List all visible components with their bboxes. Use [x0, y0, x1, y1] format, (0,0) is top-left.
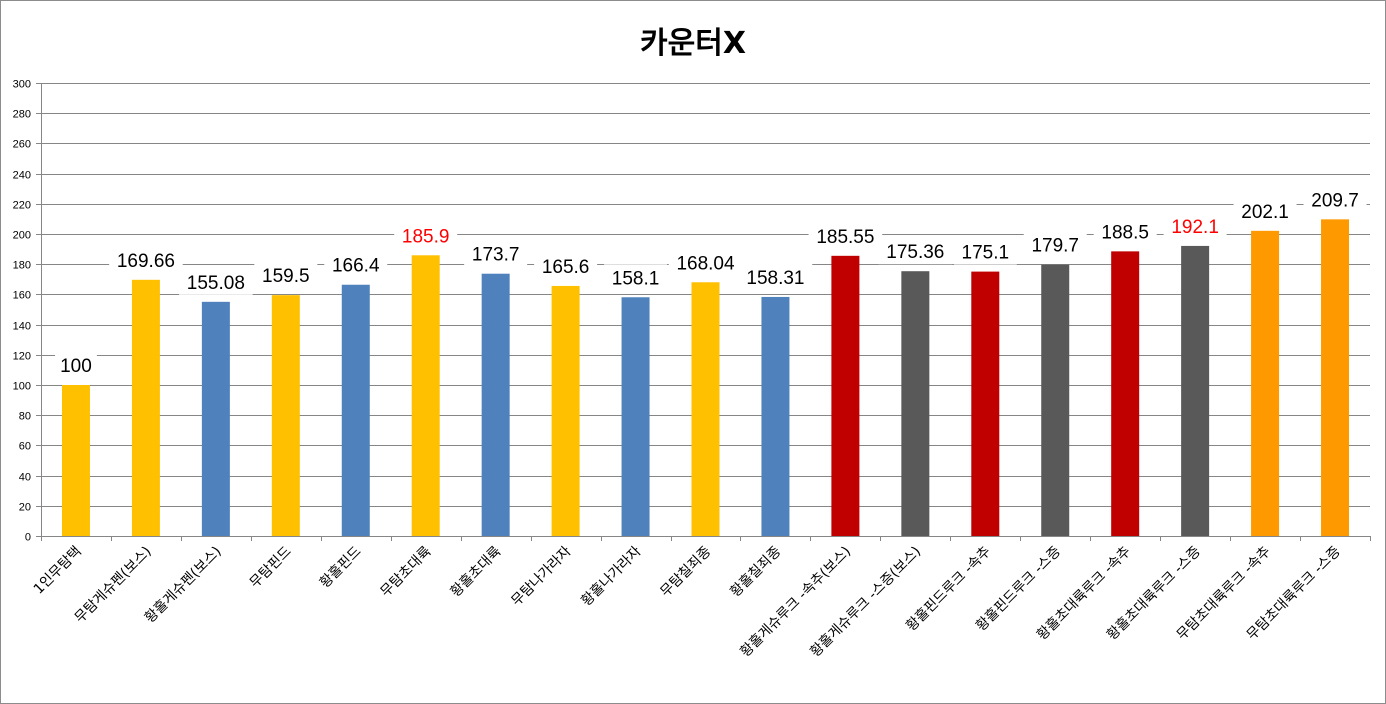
- y-tick-label: 40: [19, 472, 31, 484]
- data-label: 169.66: [117, 251, 175, 272]
- y-tick-label: 200: [13, 230, 31, 242]
- bar-1: [61, 385, 90, 536]
- y-tick-label: 80: [19, 411, 31, 423]
- data-label: 179.7: [1031, 236, 1079, 257]
- data-label: 168.04: [676, 253, 735, 274]
- bar-12: [831, 255, 860, 536]
- x-tick-label: 황홀나가라자: [578, 543, 644, 609]
- bar-6: [411, 255, 440, 536]
- data-label-bg: [55, 352, 97, 378]
- data-label: 185.9: [402, 226, 450, 247]
- bar-11: [761, 296, 790, 536]
- data-label: 166.4: [332, 256, 380, 277]
- data-label-bg: [738, 263, 813, 290]
- data-label: 188.5: [1101, 222, 1149, 243]
- bars: [61, 219, 1350, 537]
- y-tick-label: 140: [13, 321, 31, 333]
- data-label: 155.08: [187, 273, 245, 294]
- bar-19: [1321, 219, 1350, 536]
- data-label: 175.36: [886, 242, 944, 263]
- y-tick-label: 240: [13, 170, 31, 182]
- bar-5: [341, 284, 370, 536]
- x-tick-label: 무탐나가라자: [508, 543, 574, 609]
- bar-16: [1111, 251, 1140, 537]
- data-label-bg: [394, 222, 458, 249]
- x-tick-label: 황홀게슈펜(보스): [142, 544, 225, 627]
- data-label: 173.7: [472, 245, 520, 266]
- y-tick-label: 280: [13, 109, 31, 121]
- data-labels: 100 169.66 155.08 159.5 166.4 185.9 173.7 165.6…: [55, 186, 1367, 378]
- x-tick-label: 황홀핀드: [317, 543, 365, 591]
- chart-title: 카운터X: [640, 26, 746, 61]
- x-tick-label: 무탐핀드: [247, 543, 295, 591]
- bar-9: [621, 297, 650, 536]
- bar-8: [551, 285, 580, 536]
- x-tick-label: 황홀초대륙: [448, 543, 505, 600]
- bar-10: [691, 282, 720, 536]
- bar-3: [201, 301, 230, 536]
- bar-17: [1181, 245, 1210, 536]
- data-label-bg: [1233, 197, 1297, 224]
- x-tick-label: 무탐칠죄종: [657, 543, 714, 600]
- y-tick-label: 60: [19, 441, 31, 453]
- data-label: 158.1: [612, 268, 660, 289]
- data-label-bg: [953, 238, 1017, 265]
- data-label-bg: [604, 264, 668, 291]
- data-label: 192.1: [1171, 217, 1219, 238]
- data-label-bg: [254, 262, 318, 289]
- data-label: 185.55: [816, 227, 874, 248]
- data-label-bg: [878, 238, 953, 265]
- y-tick-label: 180: [13, 260, 31, 272]
- data-label-bg: [1303, 186, 1367, 213]
- y-tick-label: 0: [25, 532, 31, 544]
- y-tick-label: 300: [13, 79, 31, 91]
- data-label-bg: [179, 268, 253, 295]
- data-label: 100: [60, 356, 92, 377]
- x-tick-label: 무탐초대륙: [378, 543, 435, 600]
- data-label-bg: [324, 251, 388, 278]
- y-tick-label: 120: [13, 351, 31, 363]
- bar-14: [971, 271, 1000, 536]
- bar-4: [271, 295, 300, 536]
- data-label: 202.1: [1241, 202, 1289, 223]
- x-tick-label: 1인무탐택: [31, 544, 85, 598]
- y-tick-label: 220: [13, 200, 31, 212]
- data-label: 175.1: [962, 243, 1010, 264]
- data-label-bg: [1023, 231, 1087, 258]
- data-label: 159.5: [262, 266, 310, 287]
- data-label-bg: [534, 252, 598, 279]
- data-label-bg: [1163, 212, 1227, 239]
- data-label-bg: [668, 249, 743, 276]
- bar-2: [131, 279, 160, 536]
- y-tick-label: 100: [13, 381, 31, 393]
- data-label: 158.31: [746, 268, 804, 289]
- data-label: 209.7: [1311, 190, 1359, 211]
- data-label: 165.6: [542, 257, 590, 278]
- data-label-bg: [1093, 218, 1157, 245]
- y-tick-label: 160: [13, 290, 31, 302]
- data-label-bg: [808, 222, 883, 249]
- y-tick-label: 260: [13, 139, 31, 151]
- bar-18: [1251, 230, 1280, 537]
- data-label-bg: [109, 246, 183, 273]
- bar-7: [481, 273, 510, 536]
- bar-15: [1041, 264, 1070, 536]
- bar-13: [901, 271, 930, 536]
- data-label-bg: [464, 240, 528, 267]
- x-tick-label: 황홀칠죄종: [727, 543, 784, 600]
- y-tick-label: 20: [19, 502, 31, 514]
